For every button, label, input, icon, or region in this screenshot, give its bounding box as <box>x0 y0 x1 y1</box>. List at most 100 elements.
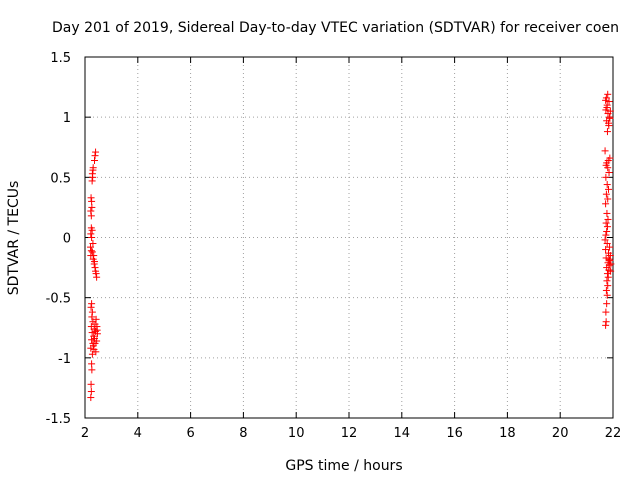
data-point <box>87 388 95 396</box>
data-point <box>87 224 95 232</box>
data-point <box>606 114 614 122</box>
data-point <box>91 152 99 160</box>
data-point <box>88 329 96 337</box>
data-point <box>603 291 611 299</box>
data-point <box>602 246 610 254</box>
data-point <box>604 90 612 98</box>
data-point <box>607 267 615 275</box>
data-point <box>87 303 95 311</box>
data-point <box>87 380 95 388</box>
x-tick-label: 22 <box>605 426 622 441</box>
x-tick-label: 20 <box>552 426 569 441</box>
data-point <box>604 156 612 164</box>
x-tick-label: 12 <box>341 426 358 441</box>
x-tick-label: 18 <box>499 426 516 441</box>
data-point <box>87 243 95 251</box>
data-point <box>89 255 97 263</box>
data-point <box>602 161 610 169</box>
data-point <box>88 313 96 321</box>
data-point <box>91 156 99 164</box>
data-point <box>602 96 610 104</box>
data-point <box>88 197 96 205</box>
data-point <box>606 243 614 251</box>
data-point <box>603 104 611 112</box>
data-point <box>88 300 96 308</box>
y-tick-label: -1 <box>58 352 71 367</box>
data-point <box>89 164 97 172</box>
data-point <box>88 360 96 368</box>
data-point <box>604 273 612 281</box>
data-point <box>607 260 615 268</box>
data-point <box>88 336 96 344</box>
data-point <box>602 190 610 198</box>
x-tick-label: 10 <box>288 426 305 441</box>
data-point <box>88 308 96 316</box>
data-point <box>87 194 95 202</box>
data-point <box>91 264 99 272</box>
data-point <box>603 128 611 136</box>
data-point <box>88 234 96 241</box>
data-point <box>603 300 611 308</box>
data-point <box>603 209 611 217</box>
y-tick-label: 0.5 <box>50 171 71 186</box>
data-point <box>602 318 610 326</box>
data-point <box>602 321 610 329</box>
y-tick-label: -0.5 <box>46 292 71 307</box>
data-point <box>90 252 98 260</box>
x-tick-label: 6 <box>186 426 194 441</box>
data-point <box>90 260 98 268</box>
x-tick-label: 4 <box>134 426 142 441</box>
data-point <box>88 203 96 211</box>
grid-lines <box>85 57 613 418</box>
axis-ticks: 2 4 6 8 10 12 14 16 18 20 22 -1.5 -1 -0.5 0 0.5 1 1.5 <box>46 51 622 441</box>
data-point <box>602 219 610 227</box>
data-point <box>92 315 100 323</box>
y-tick-label: 1.5 <box>50 51 71 66</box>
data-point <box>93 326 101 334</box>
data-point <box>91 339 99 347</box>
y-axis-label: SDTVAR / TECUs <box>6 181 22 296</box>
data-point <box>605 169 613 177</box>
x-tick-label: 8 <box>239 426 247 441</box>
data-point <box>602 200 610 208</box>
data-point <box>606 107 614 115</box>
data-points <box>87 90 615 402</box>
data-point <box>604 195 612 203</box>
data-point <box>87 212 95 220</box>
data-point <box>605 249 613 257</box>
data-point <box>603 227 611 235</box>
data-point <box>604 215 612 223</box>
data-point <box>602 231 610 239</box>
data-point <box>602 254 610 262</box>
data-point <box>604 282 612 290</box>
data-point <box>605 98 613 106</box>
data-point <box>603 240 611 248</box>
data-point <box>89 240 97 248</box>
data-point <box>605 185 613 193</box>
data-point <box>93 273 101 281</box>
data-point <box>92 148 100 156</box>
data-point <box>88 170 96 178</box>
chart-title: Day 201 of 2019, Sidereal Day-to-day VTE… <box>52 20 619 36</box>
data-point <box>87 230 95 238</box>
data-point <box>92 348 100 356</box>
x-tick-label: 2 <box>81 426 89 441</box>
data-point <box>92 270 100 278</box>
data-point <box>87 394 95 402</box>
data-point <box>88 366 96 374</box>
data-point <box>88 248 96 256</box>
data-point <box>87 207 95 215</box>
data-point <box>88 177 96 185</box>
data-point <box>602 173 610 181</box>
x-axis-label: GPS time / hours <box>285 458 402 474</box>
data-point <box>601 236 609 244</box>
data-point <box>605 255 613 263</box>
y-tick-label: 0 <box>63 232 71 247</box>
data-point <box>603 277 611 285</box>
data-point <box>602 286 610 294</box>
data-point <box>87 247 95 255</box>
y-tick-label: 1 <box>63 111 71 126</box>
x-tick-label: 14 <box>394 426 411 441</box>
data-point <box>603 223 611 231</box>
